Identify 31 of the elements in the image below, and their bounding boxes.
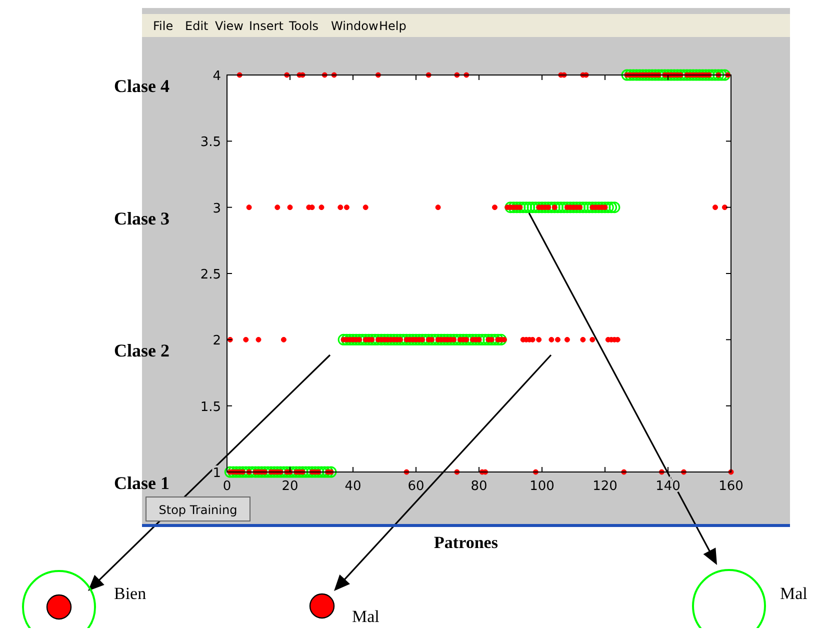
x-tick-label: 0 — [222, 479, 232, 494]
text: Window — [331, 19, 378, 33]
text: Bien — [114, 584, 147, 603]
text: Clase 2 — [114, 340, 170, 361]
x-tick-label: 160 — [718, 479, 744, 494]
y-tick-label: 3 — [212, 201, 221, 216]
text: Clase 1 — [114, 473, 170, 493]
text: View — [215, 19, 244, 33]
x-tick-label: 60 — [408, 479, 424, 494]
y-tick-label: 2 — [212, 334, 221, 349]
x-tick-label: 20 — [282, 479, 298, 494]
text: Mal — [780, 584, 808, 603]
x-tick-label: 100 — [530, 479, 554, 494]
y-tick-label: 1 — [212, 466, 221, 481]
text: Stop Training — [158, 503, 238, 517]
y-tick-label: 3.5 — [200, 135, 221, 150]
text: Clase 4 — [114, 76, 170, 96]
text: Clase 3 — [114, 208, 170, 228]
text: Insert — [249, 19, 284, 33]
text: File — [153, 19, 174, 33]
y-tick-label: 2.5 — [200, 268, 221, 282]
text: Tools — [288, 19, 319, 33]
x-tick-label: 80 — [470, 479, 488, 494]
y-tick-label: 4 — [212, 69, 221, 84]
x-axis-title: Patrones — [434, 533, 498, 552]
y-tick-label: 1.5 — [200, 400, 221, 415]
text: Help — [379, 19, 406, 33]
text: Edit — [185, 19, 209, 33]
x-tick-label: 40 — [344, 479, 362, 494]
x-tick-label: 120 — [592, 479, 618, 494]
text: Mal — [352, 607, 380, 626]
